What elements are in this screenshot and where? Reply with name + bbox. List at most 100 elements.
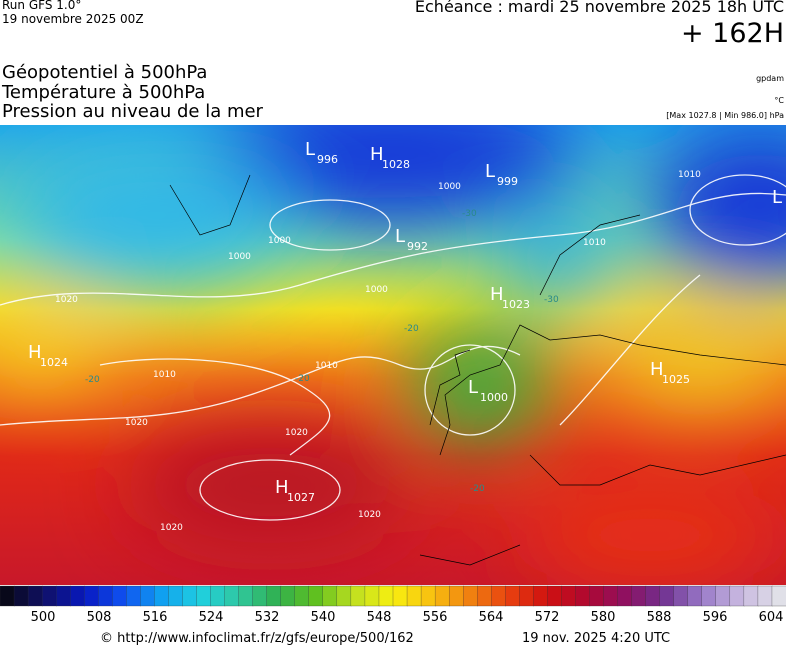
isobar-label: 1010 [315, 361, 338, 371]
color-swatch [491, 585, 506, 607]
color-swatch [350, 585, 366, 607]
color-swatch [477, 585, 492, 607]
colorbar-label: 540 [310, 610, 336, 625]
color-swatch [505, 585, 520, 607]
colorbar-label: 588 [646, 610, 672, 625]
color-swatch [266, 585, 282, 607]
color-swatch [589, 585, 605, 607]
color-swatch [729, 585, 745, 607]
color-swatch [659, 585, 675, 607]
color-swatch [98, 585, 113, 607]
unit: [Max 1027.8 | Min 986.0] hPa [666, 111, 784, 120]
center-value: 992 [407, 240, 428, 253]
temperature-label: -20 [85, 375, 100, 385]
unit: °C [774, 96, 784, 105]
color-swatch [547, 585, 563, 607]
color-swatch [448, 585, 464, 607]
color-swatch [645, 585, 661, 607]
center-value: 1023 [502, 298, 530, 311]
center-value: 1024 [40, 356, 68, 369]
temperature-label: -20 [295, 374, 310, 384]
colorbar-label: 564 [478, 610, 504, 625]
color-swatch [55, 585, 71, 607]
color-swatch [533, 585, 549, 607]
center-type: L [485, 161, 495, 182]
color-swatch [757, 585, 773, 607]
center-value: 999 [497, 175, 518, 188]
center-value: 1028 [382, 158, 410, 171]
color-swatch [392, 585, 408, 607]
isobar-label: 1010 [153, 370, 176, 380]
temperature-label: -20 [404, 324, 419, 334]
color-swatch [715, 585, 731, 607]
isobar-label: 1010 [678, 170, 701, 180]
color-swatch [168, 585, 184, 607]
color-swatch [322, 585, 338, 607]
color-swatch [27, 585, 43, 607]
center-type: L [468, 377, 478, 398]
isobar-label: 1000 [438, 182, 461, 192]
colorbar-label: 548 [366, 610, 392, 625]
isobar-label: 1010 [583, 238, 606, 248]
color-swatch [0, 585, 15, 607]
center-type: H [28, 342, 42, 363]
center-type: H [490, 284, 504, 305]
center-type: L [772, 187, 782, 208]
temperature-label: -30 [544, 295, 559, 305]
run-date: 19 novembre 2025 00Z [2, 12, 144, 26]
isobar-label: 1000 [228, 252, 251, 262]
color-swatch [280, 585, 296, 607]
center-type: H [370, 144, 384, 165]
center-value: 1025 [662, 373, 690, 386]
isobar-label: 1020 [55, 295, 78, 305]
field: Température à 500hPa [2, 82, 206, 103]
footer-timestamp: 19 nov. 2025 4:20 UTC [522, 631, 671, 646]
isobar-label: 1020 [160, 523, 183, 533]
color-swatch [70, 585, 85, 607]
color-swatch [378, 585, 394, 607]
color-swatch [406, 585, 422, 607]
color-swatch [182, 585, 198, 607]
color-swatch [84, 585, 99, 607]
isobar-label: 1000 [365, 285, 388, 295]
isobar-label: 1020 [358, 510, 381, 520]
color-swatch [701, 585, 717, 607]
colorbar-label: 524 [198, 610, 224, 625]
color-swatch [617, 585, 633, 607]
isobar-label: 1020 [125, 418, 148, 428]
color-swatch [308, 585, 324, 607]
isobar-label: 1020 [285, 428, 308, 438]
footer-url: © http://www.infoclimat.fr/z/gfs/europe/… [100, 631, 414, 646]
colorbar [0, 585, 786, 607]
colorbar-label: 500 [30, 610, 56, 625]
color-swatch [519, 585, 535, 607]
color-swatch [603, 585, 619, 607]
color-swatch [575, 585, 591, 607]
temperature-label: -30 [462, 209, 477, 219]
color-swatch [364, 585, 380, 607]
center-value: 1000 [480, 391, 508, 404]
color-swatch [210, 585, 226, 607]
color-swatch [238, 585, 254, 607]
color-swatch [112, 585, 127, 607]
colorbar-label: 580 [590, 610, 616, 625]
color-swatch [687, 585, 703, 607]
offset: + 162H [680, 18, 784, 49]
color-swatch [434, 585, 450, 607]
color-swatch [294, 585, 310, 607]
color-swatch [224, 585, 240, 607]
color-swatch [41, 585, 57, 607]
color-swatch [561, 585, 577, 607]
colorbar-label: 596 [702, 610, 728, 625]
center-type: L [395, 226, 405, 247]
color-swatch [336, 585, 352, 607]
center-type: H [650, 359, 664, 380]
center-value: 996 [317, 153, 338, 166]
colorbar-label: 508 [86, 610, 112, 625]
color-swatch [463, 585, 478, 607]
color-swatch [126, 585, 142, 607]
temperature-label: -20 [470, 484, 485, 494]
center-type: L [305, 139, 315, 160]
isobar-label: 1000 [268, 236, 291, 246]
